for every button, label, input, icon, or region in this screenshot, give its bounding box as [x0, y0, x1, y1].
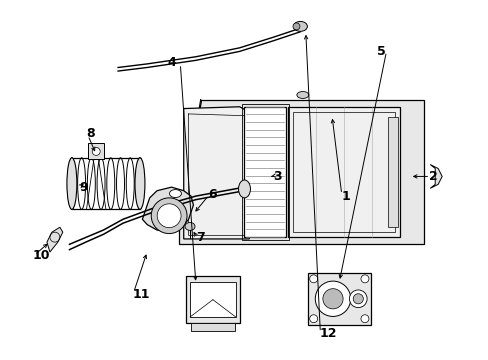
Circle shape — [309, 275, 317, 283]
Ellipse shape — [296, 91, 308, 98]
Text: 12: 12 — [319, 327, 337, 340]
Text: 4: 4 — [167, 55, 176, 69]
Circle shape — [360, 315, 368, 323]
Bar — [191, 323, 234, 331]
Polygon shape — [47, 227, 62, 252]
Circle shape — [92, 148, 100, 156]
Circle shape — [151, 198, 186, 234]
Bar — [307, 273, 370, 325]
Polygon shape — [142, 187, 193, 232]
Text: 9: 9 — [79, 181, 88, 194]
Polygon shape — [179, 100, 424, 244]
Text: 2: 2 — [428, 170, 437, 183]
Polygon shape — [429, 165, 441, 188]
Text: 6: 6 — [207, 188, 216, 201]
Ellipse shape — [67, 158, 77, 210]
Circle shape — [322, 289, 343, 309]
Ellipse shape — [135, 158, 144, 210]
Text: 3: 3 — [273, 170, 282, 183]
Circle shape — [360, 275, 368, 283]
Bar — [190, 282, 235, 317]
Ellipse shape — [169, 190, 181, 198]
Bar — [287, 107, 399, 237]
Text: 1: 1 — [341, 190, 350, 203]
Circle shape — [315, 281, 350, 316]
Bar — [244, 107, 285, 237]
Polygon shape — [183, 107, 249, 239]
Ellipse shape — [184, 222, 195, 230]
Ellipse shape — [292, 23, 299, 30]
Text: 8: 8 — [86, 127, 95, 140]
Ellipse shape — [238, 180, 250, 198]
Circle shape — [352, 294, 363, 304]
Bar — [88, 144, 104, 159]
Bar — [186, 276, 239, 323]
Text: 10: 10 — [33, 248, 50, 261]
Circle shape — [309, 315, 317, 323]
Circle shape — [157, 204, 181, 228]
Text: 11: 11 — [132, 288, 150, 301]
Bar — [387, 117, 397, 227]
Circle shape — [349, 290, 366, 307]
Bar — [241, 104, 288, 240]
Bar — [293, 112, 394, 232]
Ellipse shape — [293, 22, 307, 31]
Text: 7: 7 — [196, 231, 204, 244]
Text: 5: 5 — [376, 45, 385, 58]
